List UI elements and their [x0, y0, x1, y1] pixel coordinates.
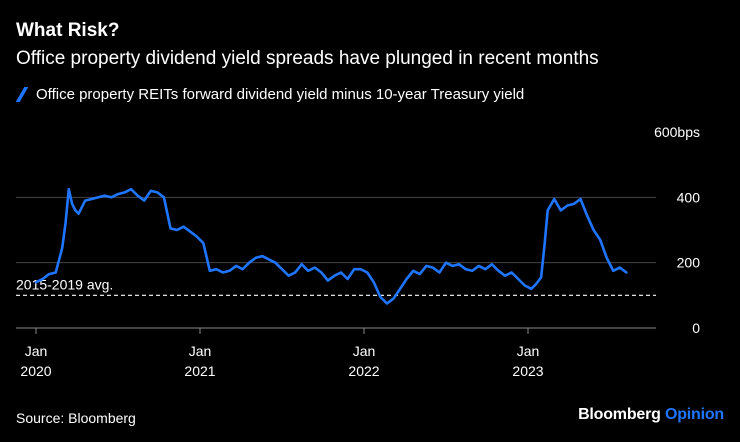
x-tick-year-2020: 2020	[20, 363, 51, 379]
legend-label: Office property REITs forward dividend y…	[36, 86, 525, 103]
brand-secondary: Opinion	[664, 406, 724, 423]
brand-logo: Bloomberg Opinion	[578, 406, 724, 424]
x-tick-month-2022: Jan	[353, 343, 376, 359]
x-tick-month-2023: Jan	[517, 343, 540, 359]
chart-title: What Risk?	[16, 20, 120, 41]
x-tick-year-2023: 2023	[512, 363, 543, 379]
x-tick-month-2020: Jan	[25, 343, 48, 359]
reference-line-label: 2015-2019 avg.	[16, 276, 113, 292]
y-tick-label-600: 600bps	[654, 124, 700, 140]
y-tick-label-400: 400	[677, 189, 701, 205]
brand-primary: Bloomberg	[578, 406, 661, 423]
y-tick-label-0: 0	[692, 320, 700, 336]
series-line-0	[34, 187, 628, 305]
chart-subtitle: Office property dividend yield spreads h…	[16, 48, 599, 69]
legend: Office property REITs forward dividend y…	[15, 86, 525, 103]
source-note: Source: Bloomberg	[16, 410, 136, 426]
x-tick-month-2021: Jan	[189, 343, 212, 359]
y-tick-label-200: 200	[677, 255, 701, 271]
x-tick-year-2021: 2021	[184, 363, 215, 379]
x-tick-year-2022: 2022	[348, 363, 379, 379]
